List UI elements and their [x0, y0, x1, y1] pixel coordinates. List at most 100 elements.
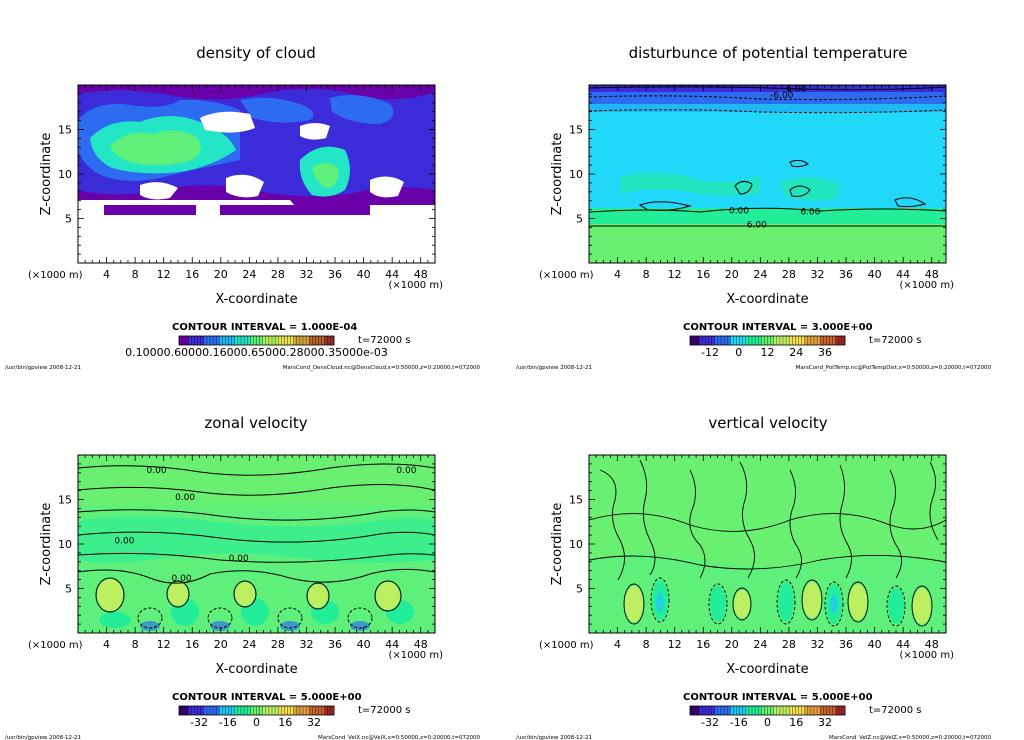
colorbar-frame — [178, 705, 335, 716]
colorbar-cell — [281, 336, 285, 345]
x-tick-label: 48 — [414, 268, 428, 281]
colorbar-cell — [182, 706, 186, 715]
contour-label: 0.00 — [114, 536, 134, 546]
colorbar-cell — [293, 706, 298, 715]
y-tick-label: 10 — [58, 168, 72, 181]
y-tick-label: 15 — [569, 494, 583, 507]
colorbar-cell — [764, 336, 768, 345]
colorbar-tick-label: 24 — [789, 346, 803, 359]
colorbar-cell — [327, 336, 332, 345]
y-tick-label: 5 — [576, 213, 583, 226]
colorbar-cell — [820, 336, 824, 345]
colorbar-cell — [817, 336, 821, 345]
colorbar-cell — [182, 336, 186, 345]
x-tick-label: 40 — [357, 638, 371, 651]
colorbar-cell — [296, 336, 301, 345]
colorbar-cell — [250, 336, 254, 345]
x-tick-label: 44 — [896, 268, 910, 281]
x-tick-label: 36 — [328, 268, 342, 281]
panel-title: zonal velocity — [204, 414, 307, 432]
colorbar-cell — [272, 706, 276, 715]
colorbar-cell — [832, 336, 837, 345]
contour-label: 0.00 — [729, 206, 749, 216]
x-tick-label: 20 — [725, 638, 739, 651]
x-tick-label: 16 — [696, 268, 710, 281]
contour-label: 0.00 — [396, 466, 416, 476]
colorbar-frame — [178, 335, 335, 346]
colorbar-cell — [696, 706, 700, 715]
colorbar-cell — [823, 706, 827, 715]
colorbar-cell — [724, 336, 728, 345]
colorbar-cell — [776, 336, 781, 345]
y-tick-label: 10 — [569, 538, 583, 551]
colorbar-cell — [801, 706, 806, 715]
colorbar-cell — [721, 336, 725, 345]
colorbar-tick-label: -16 — [219, 716, 237, 729]
colorbar-cell — [303, 336, 307, 345]
colorbar-cell — [748, 336, 753, 345]
colorbar-cell — [306, 706, 310, 715]
colorbar-cell — [216, 706, 220, 715]
x-tick-label: 4 — [103, 268, 110, 281]
colorbar-cell — [730, 336, 734, 345]
colorbar-cell — [829, 336, 833, 345]
panel-potential-temperature: disturbunce of potential temperature — [516, 44, 991, 371]
contour-label: 6.00 — [786, 85, 806, 95]
colorbar-cell — [745, 706, 750, 715]
x-tick-label: 44 — [385, 268, 399, 281]
colorbar-cell — [792, 706, 796, 715]
colorbar-cell — [324, 336, 329, 345]
x-tick-label: 24 — [753, 268, 767, 281]
colorbar-cell — [284, 336, 288, 345]
x-axis-label: X-coordinate — [215, 292, 297, 307]
colorbar-cell — [776, 706, 781, 715]
colorbar-cell — [770, 336, 775, 345]
colorbar-cell — [835, 336, 840, 345]
x-tick-label: 4 — [103, 638, 110, 651]
colorbar-cell — [736, 336, 740, 345]
colorbar-cell — [244, 706, 248, 715]
colorbar-tick-label: 32 — [307, 716, 321, 729]
colorbar-cell — [210, 336, 214, 345]
y-tick-label: 5 — [65, 213, 72, 226]
colorbar-cell — [699, 336, 703, 345]
colorbar-cell — [752, 706, 756, 715]
colorbar-cell — [832, 706, 837, 715]
colorbar-cell — [727, 336, 731, 345]
colorbar-cell — [299, 706, 304, 715]
colorbar-cell — [730, 706, 734, 715]
colorbar-cell — [265, 706, 270, 715]
colorbar-cell — [742, 336, 747, 345]
y-axis-label: Z-coordinate — [39, 503, 54, 586]
colorbar-cell — [711, 336, 716, 345]
colorbar-cell — [724, 706, 728, 715]
colorbar-cell — [727, 706, 731, 715]
x-tick-label: 20 — [214, 638, 228, 651]
y-axis-unit: (×1000 m) — [28, 270, 83, 281]
colorbar-cell — [770, 706, 775, 715]
colorbar-cell — [801, 336, 806, 345]
colorbar-cell — [213, 706, 217, 715]
colorbar-cell — [197, 706, 202, 715]
colorbar-cell — [265, 336, 270, 345]
colorbar-cell — [256, 706, 260, 715]
x-axis-unit: (×1000 m) — [899, 280, 954, 291]
colorbar-cell — [814, 706, 818, 715]
colorbar-cell — [188, 706, 192, 715]
colorbar-cell — [327, 706, 332, 715]
colorbar-cell — [262, 706, 267, 715]
colorbar-cell — [755, 706, 759, 715]
colorbar-tick-label: -32 — [701, 716, 719, 729]
colorbar-cell — [321, 706, 326, 715]
colorbar-cell — [303, 706, 307, 715]
colorbar-cell — [838, 706, 843, 715]
colorbar-cell — [804, 336, 809, 345]
panel-title: density of cloud — [196, 44, 316, 62]
colorbar-cell — [253, 706, 257, 715]
colorbar-cell — [200, 336, 205, 345]
colorbar-cell — [690, 706, 694, 715]
colorbar-cell — [752, 336, 756, 345]
colorbar-cell — [789, 706, 793, 715]
colorbar-cell — [194, 706, 198, 715]
